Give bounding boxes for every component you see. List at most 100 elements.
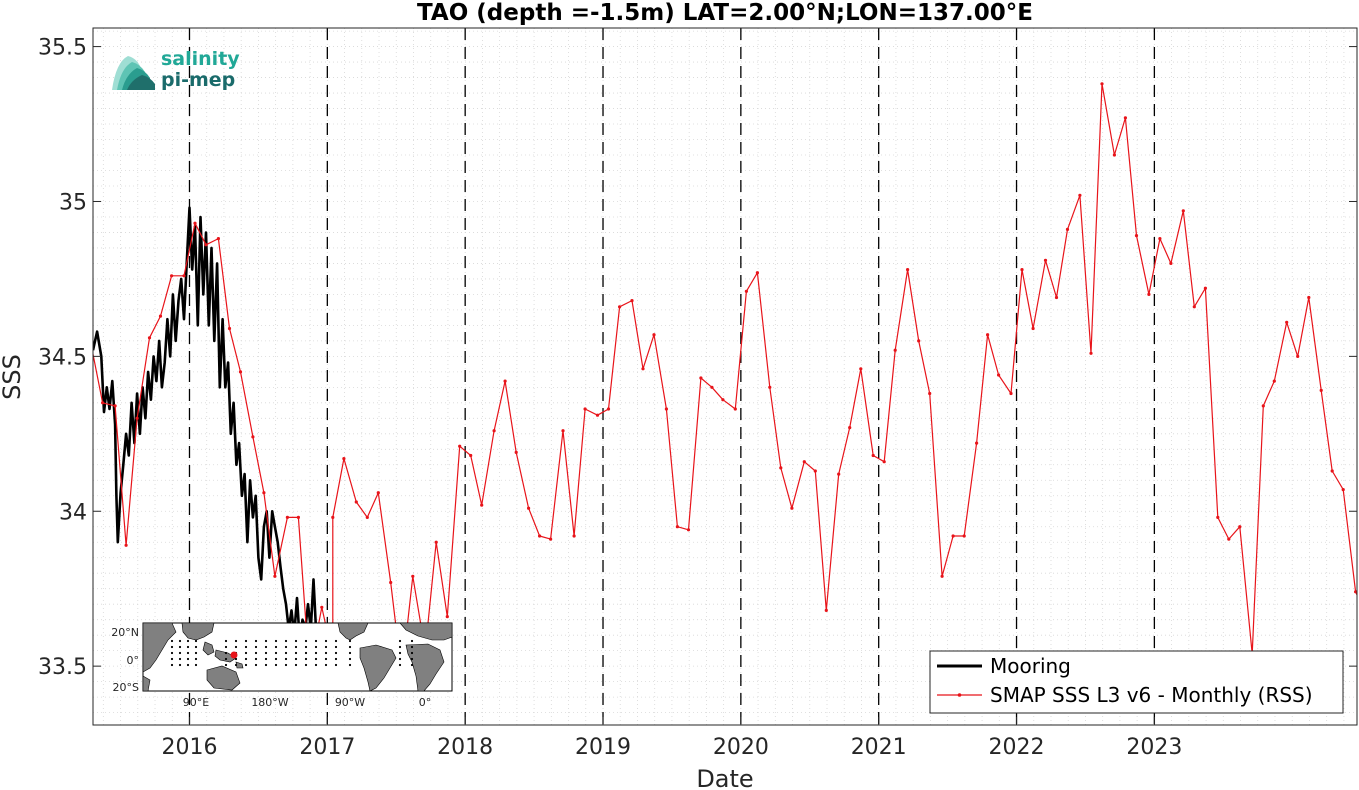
buoy-dot (194, 645, 198, 649)
buoy-dot (314, 645, 318, 649)
buoy-dot (348, 657, 352, 661)
buoy-dot (170, 639, 174, 643)
buoy-dot (186, 651, 190, 655)
smap-point (997, 373, 1001, 377)
smap-point (940, 574, 944, 578)
smap-point (216, 237, 220, 241)
buoy-dot (224, 639, 228, 643)
year-markers (188, 28, 1156, 725)
smap-point (113, 404, 117, 408)
smap-point (962, 534, 966, 538)
smap-point (1169, 261, 1173, 265)
smap-point (583, 407, 587, 411)
smap-point (1031, 326, 1035, 331)
buoy-dot (314, 639, 318, 643)
inset-lat-0: 0° (127, 654, 140, 667)
smap-point (906, 268, 910, 272)
smap-point (1192, 305, 1196, 309)
smap-point (630, 299, 634, 303)
smap-point (1319, 388, 1323, 392)
smap-point (768, 385, 772, 389)
smap-point (147, 336, 152, 340)
buoy-dot (294, 645, 298, 649)
buoy-dot (304, 645, 308, 649)
smap-point (411, 574, 415, 578)
buoy-dot (334, 639, 338, 643)
smap-point (986, 333, 990, 337)
buoy-dot (234, 639, 238, 643)
smap-point (354, 500, 358, 504)
smap-point (296, 515, 300, 520)
buoy-dot (170, 663, 174, 667)
buoy-dot (274, 645, 278, 649)
buoy-dot (178, 657, 182, 661)
buoy-dot (324, 663, 328, 667)
buoy-dot (284, 657, 288, 661)
buoy-dot (234, 663, 238, 667)
buoy-dot (304, 663, 308, 667)
smap-point (951, 534, 955, 538)
smap-point (480, 503, 484, 507)
x-tick-label: 2021 (851, 735, 907, 760)
buoy-dot (398, 663, 402, 667)
buoy-dot (294, 657, 298, 661)
buoy-dot (398, 651, 402, 655)
selected-location-marker (230, 651, 238, 659)
smap-point (975, 441, 979, 445)
smap-point (893, 348, 897, 352)
x-tick-label: 2016 (161, 735, 217, 760)
buoy-dot (274, 651, 278, 655)
smap-point (1272, 379, 1276, 383)
inset-lat-20n: 20°N (111, 626, 139, 639)
smap-point (1100, 82, 1104, 86)
inset-lon-90e: 90°E (183, 696, 209, 709)
buoy-dot (186, 639, 190, 643)
buoy-dot (264, 645, 268, 649)
smap-point (1134, 234, 1139, 238)
smap-point (101, 401, 105, 405)
inset-lat-20s: 20°S (113, 681, 139, 694)
smap-point (1147, 292, 1151, 296)
buoy-dot (224, 657, 228, 661)
buoy-dot (410, 663, 414, 667)
x-tick-label: 2018 (437, 735, 493, 760)
buoy-dot (170, 651, 174, 655)
x-axis-label: Date (696, 765, 753, 790)
smap-point (514, 450, 518, 454)
smap-point (595, 413, 600, 417)
smap-point (135, 416, 139, 420)
inset-lon-180w: 180°W (251, 696, 288, 709)
legend-box (929, 650, 1344, 714)
buoy-dot (294, 639, 298, 643)
legend-smap-label: SMAP SSS L3 v6 - Monthly (RSS) (990, 683, 1313, 707)
smap-point (561, 429, 565, 433)
buoy-dot (324, 645, 328, 649)
buoy-dot (178, 639, 182, 643)
buoy-dot (274, 657, 278, 661)
smap-point (871, 453, 875, 458)
smap-point (882, 460, 886, 464)
smap-point (1216, 515, 1220, 520)
smap-point (376, 491, 380, 495)
chart-title: TAO (depth =-1.5m) LAT=2.00°N;LON=137.00… (417, 0, 1033, 26)
buoy-dot (348, 651, 352, 655)
logo-line1: salinity (161, 48, 240, 70)
inset-lon-0: 0° (419, 696, 432, 709)
buoy-dot (324, 651, 328, 655)
smap-point (848, 426, 852, 430)
buoy-dot (254, 639, 258, 643)
smap-point (1043, 258, 1048, 262)
buoy-dot (348, 645, 352, 649)
buoy-dot (294, 651, 298, 655)
y-tick-label: 35 (59, 190, 87, 215)
legend-mooring-label: Mooring (990, 654, 1071, 678)
y-axis-label: SSS (0, 354, 26, 400)
smap-point (1009, 391, 1013, 396)
salinity-pimep-logo: salinity pi-mep (112, 48, 240, 91)
smap-point (1354, 590, 1357, 594)
buoy-dot (224, 663, 228, 667)
inset-lon-labels: 90°E 180°W 90°W 0° (183, 696, 431, 709)
smap-point (744, 289, 749, 293)
buoy-dot (314, 651, 318, 655)
smap-point (641, 367, 645, 371)
